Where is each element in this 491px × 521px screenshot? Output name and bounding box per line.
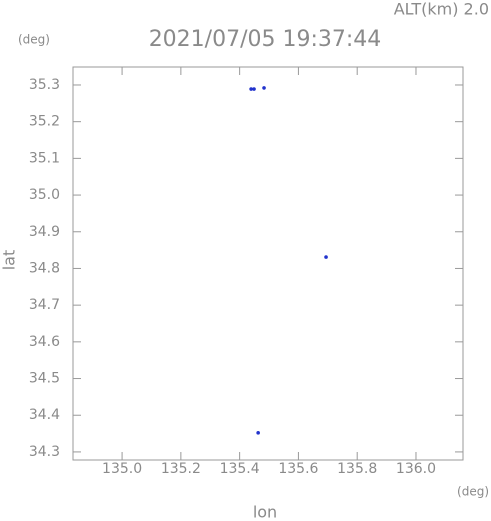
x-tick-label: 136.0: [396, 461, 436, 477]
y-tick-label: 35.1: [29, 150, 60, 166]
y-tick-label: 35.3: [29, 77, 60, 93]
point: [256, 431, 260, 435]
x-tick-label: 135.4: [220, 461, 260, 477]
y-tick-label: 34.9: [29, 224, 60, 240]
y-tick-label: 34.8: [29, 260, 60, 276]
x-unit: (deg): [457, 485, 489, 499]
chart-title: 2021/07/05 19:37:44: [149, 27, 382, 52]
point: [324, 255, 328, 259]
point: [249, 87, 253, 91]
x-tick-label: 135.8: [337, 461, 377, 477]
point: [262, 86, 266, 90]
y-tick-label: 34.5: [29, 371, 60, 387]
x-axis-label: lon: [253, 503, 277, 521]
x-tick-label: 135.0: [102, 461, 142, 477]
x-tick-label: 135.6: [278, 461, 318, 477]
y-tick-label: 34.7: [29, 297, 60, 313]
y-axis-label: lat: [0, 250, 19, 271]
plot-frame: [72, 66, 464, 461]
point: [252, 87, 256, 91]
y-tick-label: 34.6: [29, 334, 60, 350]
y-unit: (deg): [18, 33, 50, 47]
y-tick-label: 35.2: [29, 114, 60, 130]
subtitle: ALT(km) 2.0: [394, 0, 489, 19]
y-tick-label: 35.0: [29, 187, 60, 203]
x-tick-label: 135.2: [161, 461, 201, 477]
y-tick-label: 34.3: [29, 444, 60, 460]
y-tick-label: 34.4: [29, 407, 60, 423]
